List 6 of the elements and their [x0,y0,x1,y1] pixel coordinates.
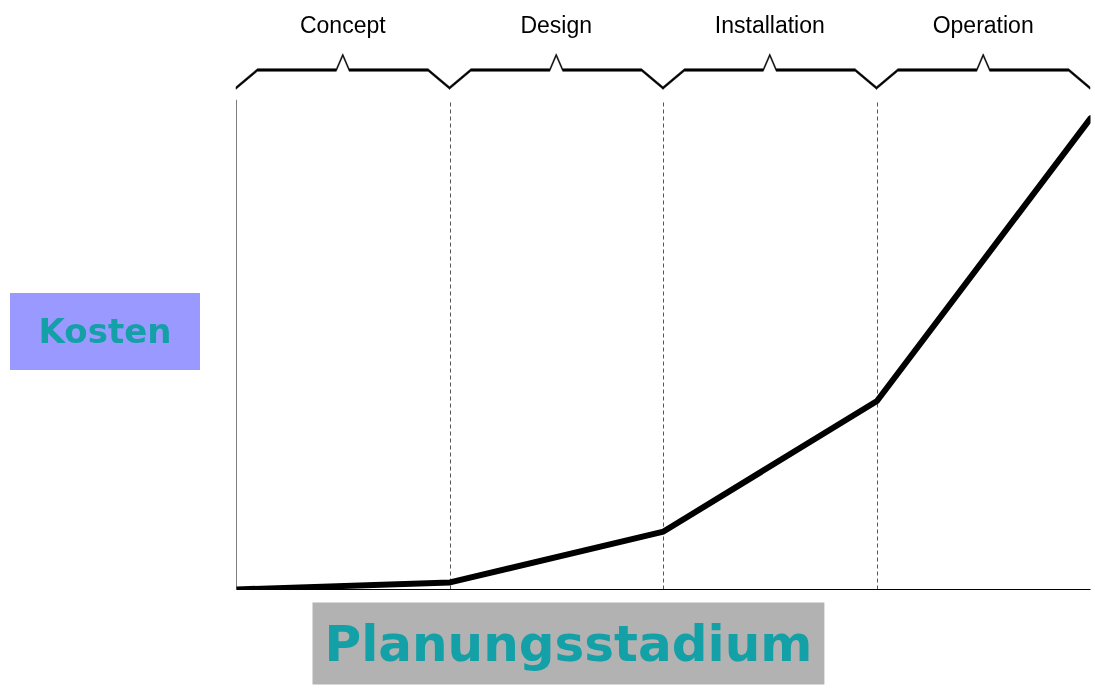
y-axis-title: Kosten [10,293,200,370]
text: Installation [714,12,825,38]
text: Operation [932,12,1034,38]
text: Concept [299,12,387,38]
x-axis-title: Planungsstadium [324,614,813,673]
text: Design [520,12,592,38]
